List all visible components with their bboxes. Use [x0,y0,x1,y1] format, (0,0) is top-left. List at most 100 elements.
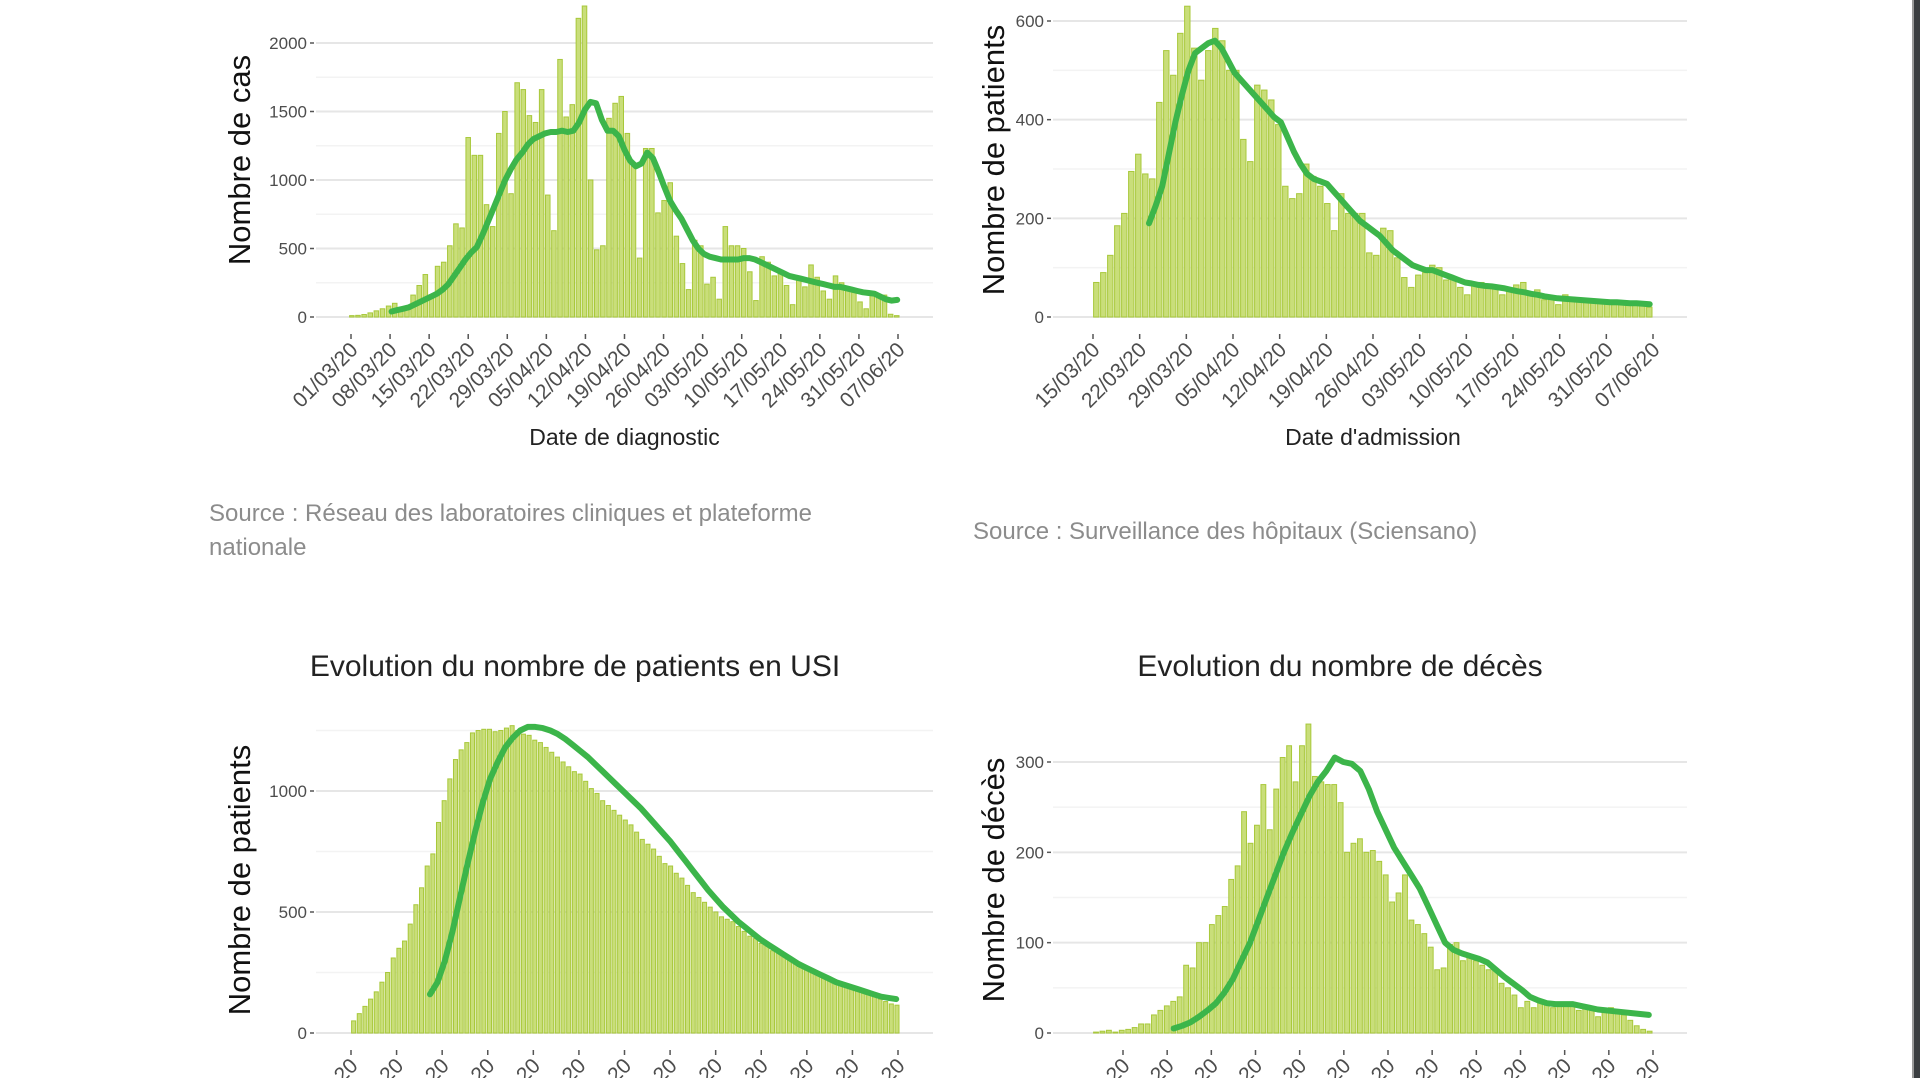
cases-bar [691,239,698,318]
cases-bar [465,137,471,318]
icu-smoothed-line [427,723,900,1003]
deaths-bar [1189,967,1196,1034]
icu-bar [520,733,526,1034]
deaths-bar [1183,964,1190,1034]
hospital-bar [1422,272,1429,318]
deaths-bar [1228,878,1235,1034]
deaths-bar [1118,1029,1125,1034]
deaths-bar [1157,1009,1164,1034]
cases-bar [373,310,380,318]
icu-bar [430,853,436,1034]
cases-bar [832,275,839,318]
icu-bar [696,896,702,1034]
icu-bar [379,981,385,1034]
icu-bar [537,742,543,1034]
cases-bar [783,284,790,318]
cases-bar [538,89,545,318]
icu-bar [441,800,447,1034]
icu-bar [702,901,708,1034]
deaths-bar [1221,906,1228,1034]
hospital-x-axis-label: Date d'admission [1285,424,1461,450]
hospital-bar [1226,69,1233,318]
icu-xtick-label: 20 [694,1054,727,1078]
deaths-y-axis-label: Nombre de décès [976,758,1011,1003]
icu-bar [549,751,555,1034]
hospital-bar [1156,101,1163,318]
hospital-bar [1310,175,1317,318]
cases-bar [887,313,894,318]
icu-bar [662,863,668,1034]
window-scrollbar[interactable] [1912,0,1920,1078]
cases-bar [716,298,722,318]
deaths-xtick-label: 20 [1323,1054,1356,1078]
icu-bar [617,814,623,1034]
icu-bar [390,957,396,1034]
deaths-bar [1382,874,1389,1034]
deaths-bar [1582,1007,1589,1034]
cases-bar [545,194,551,318]
icu-bar [396,947,402,1034]
icu-bar [452,759,459,1034]
hospital-bar [1212,27,1219,318]
icu-bar [605,805,611,1034]
deaths-bar [1331,784,1338,1034]
deaths-bar [1350,842,1357,1034]
hospital-bar [1534,289,1541,318]
cases-bar [489,226,496,318]
cases-bar [618,95,625,318]
hospital-bar [1394,257,1401,318]
icu-bar [883,1001,889,1034]
cases-bar [759,256,765,318]
icu-xtick-label: 20 [421,1054,454,1078]
icu-xtick-label: 20 [375,1054,408,1078]
icu-bar [594,792,600,1034]
cases-bar [728,245,735,318]
deaths-bar [1202,942,1209,1034]
deaths-bar [1479,964,1486,1034]
cases-bar [624,132,631,318]
icu-bar [628,824,634,1034]
icu-bar [854,988,860,1034]
icu-bar [639,838,645,1034]
deaths-bar [1196,942,1202,1034]
deaths-bar [1151,1014,1157,1034]
icu-xtick-label: 20 [786,1054,819,1078]
icu-bar [554,756,560,1034]
icu-bar [447,778,453,1034]
deaths-bar [1279,756,1286,1034]
cases-ytick-label: 1000 [269,171,307,190]
icu-bar [730,921,736,1034]
icu-bar [435,821,442,1034]
hospital-ytick-label: 600 [1016,12,1044,31]
cases-bar [587,179,594,318]
deaths-bar [1562,1002,1569,1034]
hospital-bar [1093,281,1100,318]
icu-bar [888,1003,894,1034]
icu-bar [758,942,764,1034]
hospital-bar [1471,281,1478,318]
cases-bar [551,230,557,318]
icu-bar [464,742,470,1034]
deaths-bar [1620,1014,1627,1034]
cases-source: Source : Réseau des laboratoires cliniqu… [209,500,812,561]
icu-bar [622,819,628,1034]
icu-bar [611,809,617,1034]
icu-bar [837,981,843,1034]
cases-bar [532,121,539,318]
hospital-bar [1506,289,1513,318]
hospital-bar [1590,301,1597,318]
cases-bar [679,263,686,318]
hospital-bar [1541,299,1548,318]
deaths-bar [1266,829,1273,1034]
deaths-bar [1530,1007,1537,1034]
icu-bar [486,728,492,1034]
cases-bar [765,261,771,318]
deaths-ytick-label: 300 [1016,753,1044,772]
hospital-bar [1450,277,1457,318]
cases-bar [606,117,612,318]
icu-bar [735,926,742,1034]
cases-bar [600,245,606,318]
icu-bar [498,730,504,1034]
deaths-xtick-label: 20 [1632,1054,1665,1078]
icu-bar [566,766,572,1034]
